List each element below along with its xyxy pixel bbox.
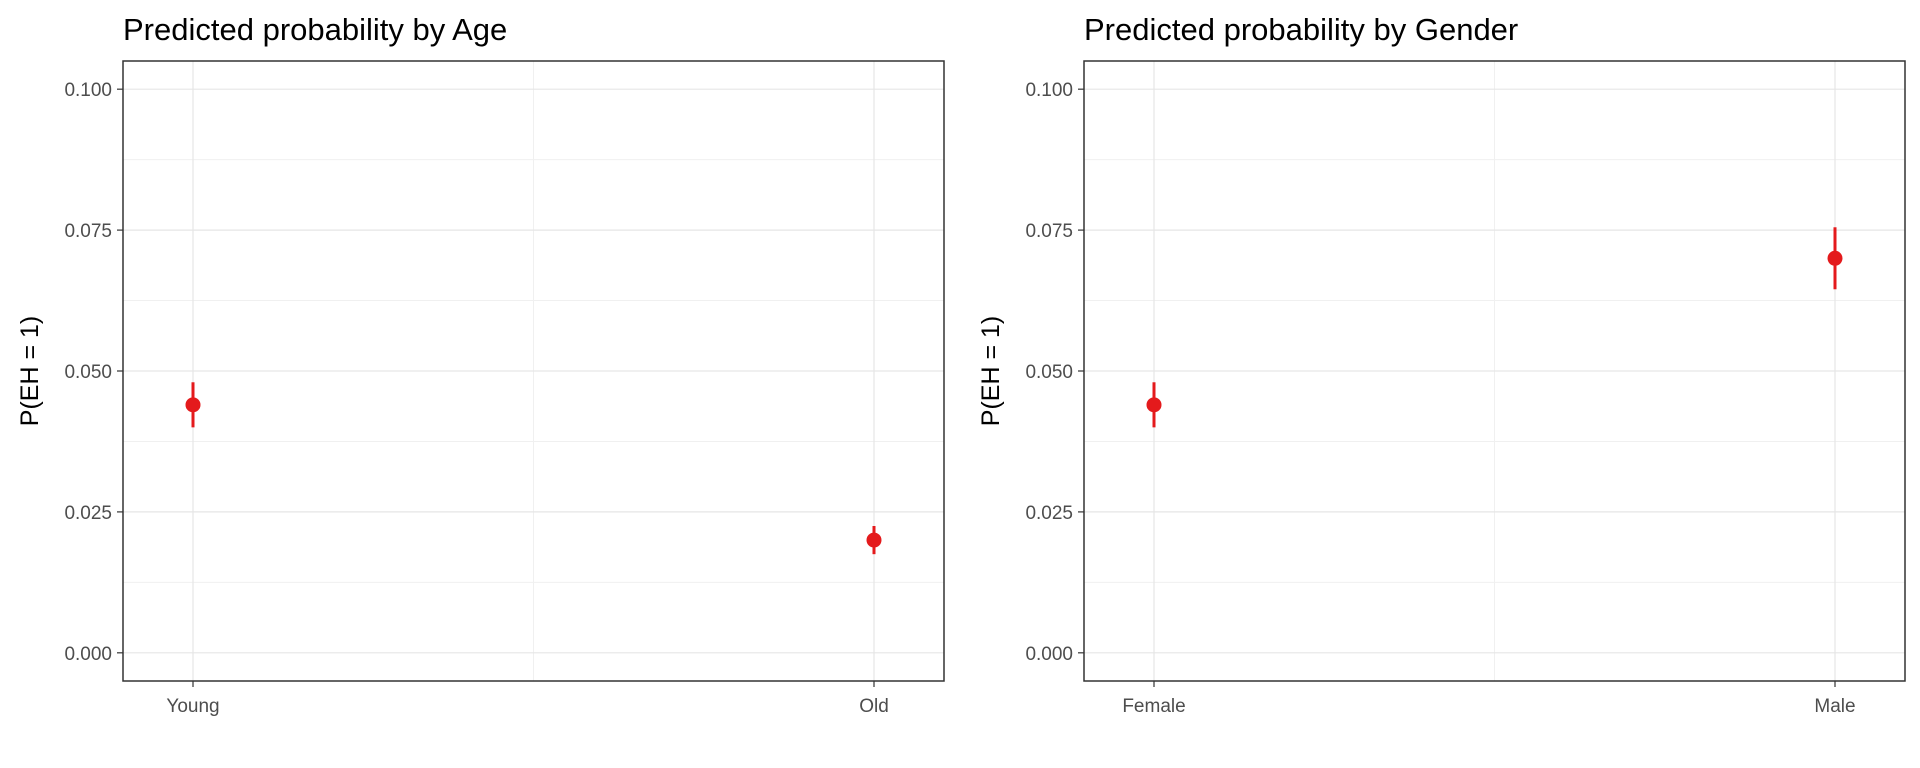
chart-title: Predicted probability by Age — [123, 12, 507, 47]
y-tick-label: 0.000 — [64, 644, 112, 665]
y-tick-label: 0.075 — [64, 221, 112, 242]
y-axis-label: P(EH = 1) — [977, 316, 1005, 426]
chart-panel-gender: Predicted probability by Gender 0.0000.0… — [977, 12, 1906, 717]
y-tick-label: 0.000 — [1025, 644, 1073, 665]
gridlines — [123, 61, 944, 681]
data-point — [866, 532, 882, 548]
y-tick-label: 0.050 — [64, 362, 112, 383]
x-tick-label: Female — [1122, 696, 1185, 717]
gridlines — [1084, 61, 1905, 681]
data-point — [1827, 250, 1843, 266]
data-point — [185, 397, 201, 413]
y-axis-ticks: 0.000 0.025 0.050 0.075 0.100 — [1025, 80, 1084, 665]
x-axis-ticks: Young Old — [166, 681, 889, 717]
y-tick-label: 0.100 — [1025, 80, 1073, 101]
y-tick-label: 0.025 — [64, 503, 112, 524]
data-marks — [185, 382, 882, 555]
y-tick-label: 0.100 — [64, 80, 112, 101]
x-tick-label: Old — [859, 696, 889, 717]
chart-panel-age: Predicted probability by Age 0.0000.0250… — [16, 12, 945, 717]
y-tick-label: 0.025 — [1025, 503, 1073, 524]
y-axis-label: P(EH = 1) — [16, 316, 44, 426]
y-tick-label: 0.075 — [1025, 221, 1073, 242]
x-tick-label: Young — [166, 696, 219, 717]
chart-title: Predicted probability by Gender — [1084, 12, 1518, 47]
y-tick-label: 0.050 — [1025, 362, 1073, 383]
x-axis-ticks: Female Male — [1122, 681, 1856, 717]
y-axis-ticks: 0.000 0.025 0.050 0.075 0.100 — [64, 80, 123, 665]
data-marks — [1146, 227, 1843, 428]
data-point — [1146, 397, 1162, 413]
x-tick-label: Male — [1814, 696, 1855, 717]
